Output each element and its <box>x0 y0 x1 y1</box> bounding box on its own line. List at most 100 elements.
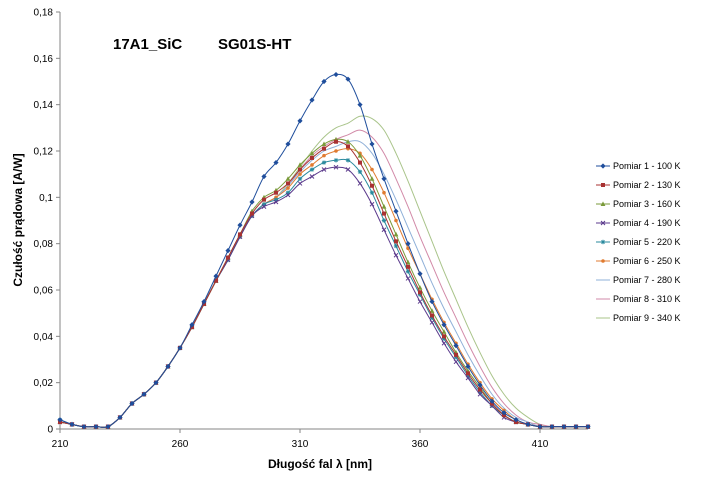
series-line <box>59 138 588 428</box>
data-point <box>310 155 314 160</box>
data-point <box>297 181 303 186</box>
x-tick-label: 210 <box>52 439 69 450</box>
data-point <box>381 176 387 182</box>
data-point <box>369 190 375 195</box>
data-point <box>334 139 338 144</box>
x-axis-title: Długość fal λ [nm] <box>268 457 372 471</box>
data-point <box>321 78 327 85</box>
data-point <box>309 167 315 172</box>
data-point <box>285 176 291 181</box>
data-point <box>405 269 411 274</box>
data-point <box>105 424 111 430</box>
data-point <box>465 375 471 381</box>
data-point <box>466 371 470 376</box>
data-point <box>394 218 398 223</box>
data-point <box>165 363 171 370</box>
data-point <box>381 204 387 209</box>
chart-subtitle: SG01S-HT <box>218 36 291 53</box>
data-point <box>297 162 303 167</box>
data-point <box>297 176 303 181</box>
data-point <box>261 173 267 180</box>
data-point <box>345 167 351 172</box>
data-point <box>273 197 279 202</box>
data-point <box>405 241 411 247</box>
data-point <box>201 298 207 305</box>
x-axis-ticks: 210 260 310 360 410 <box>52 429 549 450</box>
series-line <box>59 158 588 428</box>
x-tick-label: 260 <box>172 439 189 450</box>
legend-marker <box>601 183 605 187</box>
data-point <box>429 308 435 313</box>
data-point <box>369 176 375 181</box>
series-line <box>59 129 588 428</box>
x-tick-label: 410 <box>532 439 549 450</box>
series-5 <box>57 158 591 429</box>
series-2 <box>58 139 590 429</box>
data-point <box>309 174 315 179</box>
data-point <box>393 208 399 214</box>
data-point <box>274 190 278 195</box>
series-layer <box>57 71 591 430</box>
legend-label: Pomiar 3 - 160 K <box>613 199 681 209</box>
y-tick-label: 0 <box>47 425 53 436</box>
legend-item: Pomiar 3 - 160 K <box>596 199 681 209</box>
data-point <box>465 373 471 378</box>
data-point <box>382 190 386 195</box>
data-point <box>286 186 290 190</box>
y-axis-ticks: 0 0,02 0,04 0,06 0,08 0,1 0,12 0,14 0,16 0,18 <box>34 8 60 436</box>
legend-marker <box>600 201 606 206</box>
data-point <box>417 292 423 297</box>
data-point <box>261 204 267 209</box>
legend-marker <box>600 163 606 169</box>
data-point <box>310 163 314 167</box>
data-point <box>214 278 218 283</box>
data-point <box>477 382 483 388</box>
data-point <box>549 424 555 430</box>
legend-marker <box>600 239 606 245</box>
data-point <box>189 322 195 328</box>
data-point <box>333 71 339 78</box>
data-point <box>417 271 423 277</box>
data-point <box>309 97 315 103</box>
data-point <box>273 199 279 205</box>
legend-label: Pomiar 4 - 190 K <box>613 218 681 228</box>
data-point <box>285 192 291 198</box>
legend-item: Pomiar 9 - 340 K <box>596 313 681 323</box>
data-point <box>370 167 374 172</box>
data-point <box>393 243 399 249</box>
data-point <box>250 211 254 216</box>
data-point <box>285 141 291 147</box>
data-point <box>405 259 411 265</box>
data-point <box>249 199 255 205</box>
data-point <box>429 315 435 320</box>
data-point <box>406 246 410 251</box>
series-3 <box>57 136 591 429</box>
data-point <box>381 218 387 223</box>
data-point <box>262 197 266 202</box>
data-point <box>225 248 231 254</box>
data-point <box>321 160 327 165</box>
legend-item: Pomiar 8 - 310 K <box>596 294 681 304</box>
series-line <box>59 141 588 428</box>
data-point <box>298 167 302 172</box>
data-point <box>322 146 326 151</box>
y-tick-label: 0,08 <box>34 239 54 250</box>
legend-label: Pomiar 1 - 100 K <box>613 161 681 171</box>
legend-item: Pomiar 1 - 100 K <box>596 161 681 171</box>
legend-marker <box>601 259 605 263</box>
legend-label: Pomiar 5 - 220 K <box>613 237 681 247</box>
legend-item: Pomiar 5 - 220 K <box>596 237 681 247</box>
data-point <box>357 169 363 175</box>
data-point <box>322 153 326 158</box>
data-point <box>369 141 375 147</box>
data-point <box>453 343 459 349</box>
data-point <box>213 273 219 279</box>
data-point <box>405 276 411 281</box>
data-point <box>381 227 387 233</box>
y-tick-label: 0,18 <box>34 8 54 19</box>
y-tick-label: 0,12 <box>34 147 54 158</box>
data-point <box>297 118 303 124</box>
series-6 <box>58 146 590 429</box>
data-point <box>298 172 302 176</box>
data-point <box>117 414 123 421</box>
